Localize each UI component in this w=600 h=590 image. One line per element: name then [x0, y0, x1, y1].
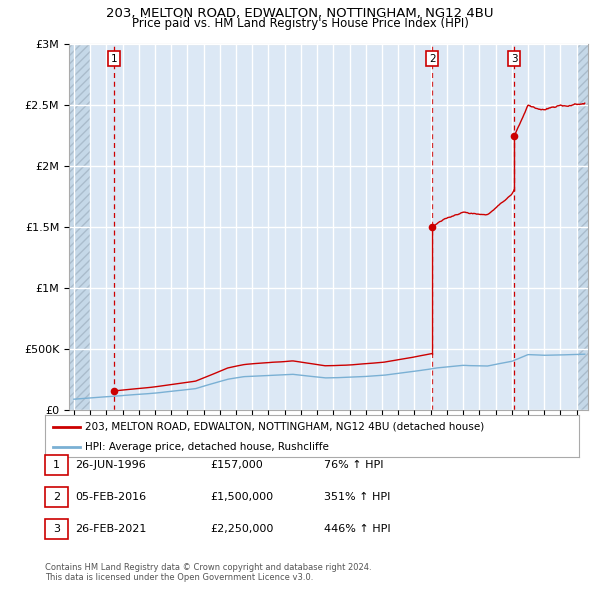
Text: Price paid vs. HM Land Registry's House Price Index (HPI): Price paid vs. HM Land Registry's House … — [131, 17, 469, 30]
Text: 05-FEB-2016: 05-FEB-2016 — [75, 492, 146, 502]
Text: 203, MELTON ROAD, EDWALTON, NOTTINGHAM, NG12 4BU (detached house): 203, MELTON ROAD, EDWALTON, NOTTINGHAM, … — [85, 422, 484, 432]
Text: HPI: Average price, detached house, Rushcliffe: HPI: Average price, detached house, Rush… — [85, 442, 329, 451]
Text: £2,250,000: £2,250,000 — [210, 525, 274, 534]
Text: 76% ↑ HPI: 76% ↑ HPI — [324, 460, 383, 470]
Text: 3: 3 — [53, 525, 60, 534]
Text: 2: 2 — [53, 492, 60, 502]
Text: 26-JUN-1996: 26-JUN-1996 — [75, 460, 146, 470]
Text: 2: 2 — [429, 54, 436, 64]
Text: This data is licensed under the Open Government Licence v3.0.: This data is licensed under the Open Gov… — [45, 573, 313, 582]
Text: 1: 1 — [111, 54, 118, 64]
Text: 351% ↑ HPI: 351% ↑ HPI — [324, 492, 391, 502]
Text: 446% ↑ HPI: 446% ↑ HPI — [324, 525, 391, 534]
Text: 1: 1 — [53, 460, 60, 470]
Text: 3: 3 — [511, 54, 518, 64]
Text: 203, MELTON ROAD, EDWALTON, NOTTINGHAM, NG12 4BU: 203, MELTON ROAD, EDWALTON, NOTTINGHAM, … — [106, 7, 494, 20]
Text: £1,500,000: £1,500,000 — [210, 492, 273, 502]
Text: 26-FEB-2021: 26-FEB-2021 — [75, 525, 146, 534]
Text: £157,000: £157,000 — [210, 460, 263, 470]
Bar — [577, 44, 588, 410]
Text: Contains HM Land Registry data © Crown copyright and database right 2024.: Contains HM Land Registry data © Crown c… — [45, 563, 371, 572]
Bar — [69, 44, 90, 410]
